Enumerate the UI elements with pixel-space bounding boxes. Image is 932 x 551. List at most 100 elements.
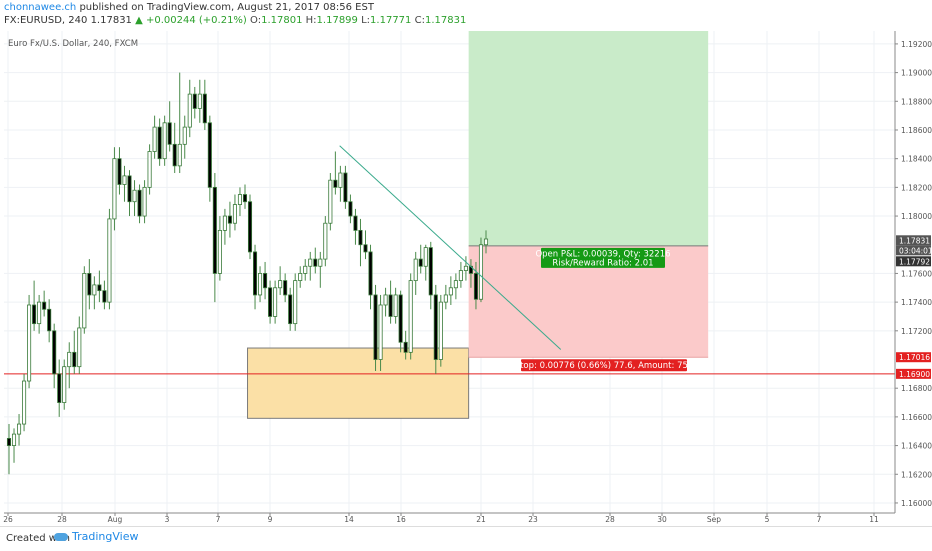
created-with-text: Created with <box>6 533 70 544</box>
candle <box>458 270 463 282</box>
price-axis[interactable]: 1.19200 1.19000 1.18800 1.18600 1.18400 1.182… <box>895 40 932 508</box>
candle <box>308 258 313 267</box>
price-tick-label: 1.17600 <box>901 269 932 278</box>
price-tick-label: 1.16400 <box>901 442 932 451</box>
candle <box>132 189 137 203</box>
close-value: 1.17831 <box>424 15 467 26</box>
grid-lines <box>4 31 895 513</box>
time-tick-label: 28 <box>605 515 615 524</box>
candle <box>398 294 403 343</box>
time-axis[interactable]: 26 28 Aug 3 7 9 14 16 21 23 28 30 Sep 5 7 11 <box>3 513 879 524</box>
tradingview-brand: TradingView <box>72 530 139 543</box>
candle <box>443 294 448 303</box>
candle <box>428 247 433 296</box>
close-label: C: <box>414 15 425 26</box>
candle <box>413 258 418 282</box>
price-tick-label: 1.16800 <box>901 384 932 393</box>
candle <box>438 301 443 360</box>
candle <box>217 229 222 274</box>
tradingview-logo[interactable]: TradingView <box>54 530 138 543</box>
trendline[interactable] <box>339 145 562 350</box>
price-tick-label: 1.18200 <box>901 183 932 192</box>
publish-line: chonnawee.ch published on TradingView.co… <box>4 2 374 13</box>
candle <box>388 294 393 317</box>
candles <box>6 72 489 475</box>
price-tag-bg <box>896 235 931 246</box>
price-chart[interactable]: Open P&L: 0.00039, Qty: 32216 Risk/Rewar… <box>0 0 932 526</box>
ohlc-line: FX:EURUSD, 240 1.17831 ▲ +0.00244 (+0.21… <box>4 15 466 26</box>
candle <box>368 251 373 296</box>
candle <box>343 172 348 203</box>
open-label: O: <box>250 15 262 26</box>
pnl-label: Open P&L: 0.00039, Qty: 32216 Risk/Rewar… <box>535 247 671 268</box>
candle <box>333 179 338 188</box>
candle <box>112 158 117 220</box>
candle <box>22 380 27 425</box>
candle <box>303 265 308 274</box>
candle <box>11 433 17 446</box>
candle <box>378 304 383 360</box>
candle <box>227 215 232 224</box>
price-tag: 1.17016 <box>899 353 930 362</box>
candle <box>122 175 127 185</box>
candle <box>263 273 268 289</box>
candle <box>433 294 438 360</box>
time-tick-label: 16 <box>396 515 406 524</box>
chart-title: Euro Fx/U.S. Dollar, 240, FXCM <box>8 39 138 49</box>
candle <box>102 290 107 303</box>
candle <box>72 351 77 368</box>
candle <box>182 126 187 145</box>
candle <box>313 258 318 267</box>
candle <box>127 175 132 203</box>
price-tick-label: 1.19200 <box>901 40 932 49</box>
time-tick-label: 11 <box>869 515 879 524</box>
candle <box>473 273 478 300</box>
low-value: 1.17771 <box>370 15 412 26</box>
candle <box>448 287 453 296</box>
time-tick-label: Aug <box>108 515 123 524</box>
price-tick-label: 1.16200 <box>901 470 932 479</box>
candle <box>258 273 263 296</box>
long-position-profit-zone[interactable] <box>468 31 709 246</box>
time-tick-label: 21 <box>476 515 486 524</box>
candle <box>162 122 167 160</box>
time-tick-label: Sep <box>707 515 721 524</box>
high-value: 1.17899 <box>316 15 358 26</box>
candle <box>247 201 253 253</box>
pnl-label-bg <box>541 247 665 268</box>
header: chonnawee.ch published on TradingView.co… <box>0 0 932 30</box>
candle <box>157 126 162 160</box>
candle <box>373 294 378 360</box>
author-link[interactable]: chonnawee.ch <box>4 2 77 13</box>
candle <box>187 93 192 128</box>
candle <box>137 189 142 217</box>
candle <box>6 438 12 446</box>
candle <box>288 294 293 325</box>
candle <box>403 341 408 353</box>
candle <box>37 301 42 325</box>
candle <box>197 93 202 109</box>
published-text: published on TradingView.com, August 21,… <box>79 2 374 13</box>
candle <box>363 244 368 253</box>
time-tick-label: 7 <box>216 515 221 524</box>
candle <box>97 284 102 292</box>
candle <box>17 423 22 435</box>
candle <box>408 280 413 353</box>
last-price: 1.17831 <box>90 15 132 26</box>
candle <box>298 273 303 282</box>
price-change: ▲ +0.00244 (+0.21%) <box>135 15 247 26</box>
time-tick-label: 9 <box>268 515 273 524</box>
candle <box>393 294 398 317</box>
candle <box>192 93 197 109</box>
candle <box>47 308 52 332</box>
candle <box>202 93 207 124</box>
low-label: L: <box>361 15 371 26</box>
footer: Created with TradingView <box>0 526 932 551</box>
support-zone[interactable] <box>247 347 470 419</box>
candle <box>92 284 97 296</box>
price-tag-bg <box>896 256 931 267</box>
candle <box>483 238 489 246</box>
candle <box>237 194 243 205</box>
candle <box>242 194 248 203</box>
